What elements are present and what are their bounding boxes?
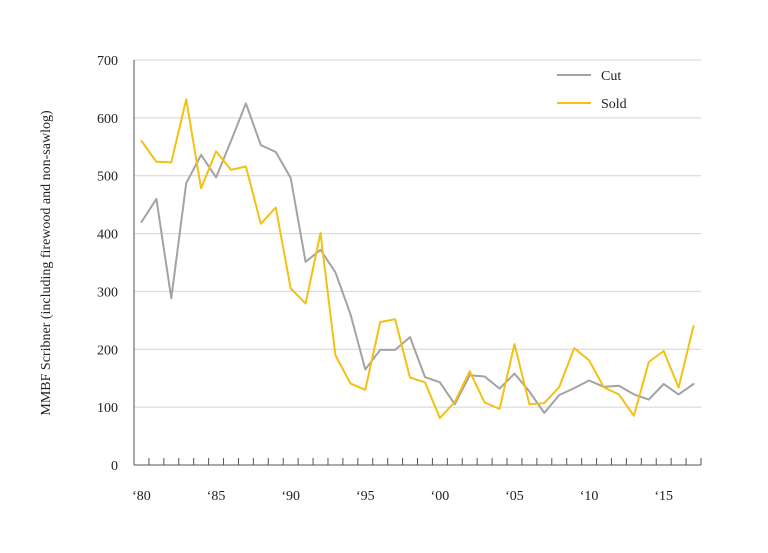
x-tick-label: ‘80 <box>132 489 151 504</box>
y-tick-label: 100 <box>97 401 118 416</box>
x-tick-label: ‘90 <box>281 489 300 504</box>
y-axis-ticks: 0 100 200 300 400 500 600 700 <box>97 54 118 474</box>
series-lines <box>140 98 695 420</box>
axes <box>133 60 701 466</box>
y-tick-label: 0 <box>111 459 118 474</box>
x-axis-ticks: ‘80 ‘85 ‘90 ‘95 ‘00 ‘05 ‘10 ‘15 <box>132 458 702 504</box>
y-tick-label: 200 <box>97 343 118 358</box>
y-tick-label: 300 <box>97 285 118 300</box>
x-tick-label: ‘00 <box>431 489 450 504</box>
x-tick-label: ‘85 <box>207 489 226 504</box>
y-tick-label: 600 <box>97 112 118 127</box>
y-tick-label: 500 <box>97 170 118 185</box>
x-tick-label: ‘10 <box>580 489 599 504</box>
legend-label-cut: Cut <box>601 69 621 84</box>
legend: Cut Sold <box>557 69 627 112</box>
gridlines <box>134 59 701 408</box>
series-line-sold <box>140 98 695 420</box>
x-tick-label: ‘15 <box>654 489 673 504</box>
y-tick-label: 400 <box>97 228 118 243</box>
x-tick-label: ‘95 <box>356 489 375 504</box>
series-line-cut <box>140 102 695 414</box>
x-tick-label: ‘05 <box>505 489 524 504</box>
y-axis-label: MMBF Scribner (including firewood and no… <box>39 110 54 416</box>
legend-label-sold: Sold <box>601 97 627 112</box>
y-tick-label: 700 <box>97 54 118 69</box>
